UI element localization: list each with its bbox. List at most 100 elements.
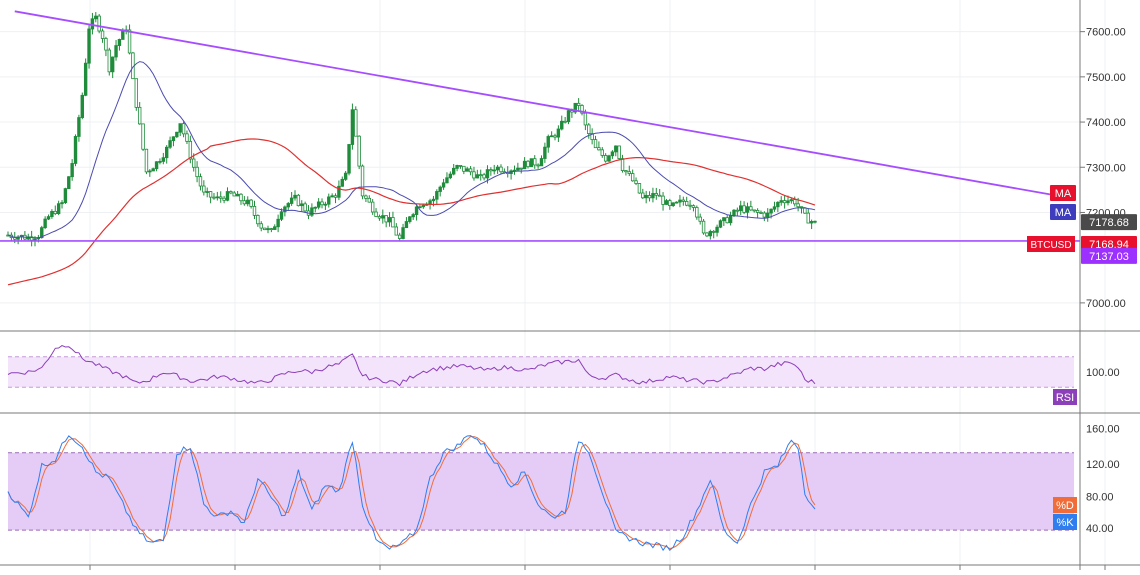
candle-body [350,109,355,145]
candle-body [772,206,777,210]
candle-body [769,208,773,214]
candle-body [239,193,243,202]
candle-body [46,216,51,220]
candle-body [634,180,638,184]
candle-body [522,160,527,170]
candle-body [485,169,490,179]
candle-body [70,163,74,178]
candle-body [370,201,375,213]
candle-body [202,185,206,193]
candle-body [580,105,584,114]
price-tick-label: 7500.00 [1086,72,1126,84]
candle-body [695,207,699,218]
support-price-badge-label: 7137.03 [1089,251,1129,263]
candle-body [519,167,523,170]
candle-body [188,140,193,160]
candle-body [354,109,358,137]
stoch-d-badge-label: %D [1056,500,1074,512]
candle-body [617,145,621,159]
candle-body [448,173,453,179]
candle-body [749,206,753,211]
candle-body [597,147,601,151]
candle-body [168,140,172,148]
candle-body [708,230,713,237]
candle-body [148,170,152,173]
candle-body [516,167,520,171]
candle-body [323,203,328,206]
candle-body [94,15,98,20]
candle-body [668,200,672,207]
candle-body [67,176,71,190]
candle-body [563,120,567,123]
ma-slow-badge [1050,185,1076,201]
candle-body [776,201,780,208]
candle-body [215,196,220,199]
candle-body [276,218,280,228]
candle-body [303,203,307,212]
candle-body [614,145,618,153]
ma-slow-line [7,138,816,286]
candle-body [803,207,807,214]
candle-body [87,28,91,64]
candle-body [661,195,665,205]
candle-body [192,158,196,168]
candle-body [401,227,405,239]
candle-body [499,166,503,173]
ma-fast-badge [1050,204,1076,220]
candle-body [701,220,706,234]
candle-body [813,220,817,223]
candle-body [445,177,449,184]
candle-body [114,45,118,58]
candle-body [647,195,652,199]
candle-body [296,194,301,207]
candle-body [641,192,645,199]
candle-body [73,136,78,164]
candle-body [573,102,577,113]
candle-body [549,135,554,138]
candle-body [566,110,571,123]
candle-body [465,168,469,172]
candle-body [752,209,756,212]
candle-body [705,232,709,237]
candle-body [117,39,122,46]
candle-body [327,196,331,205]
trend-line[interactable] [14,10,1051,196]
candle-body [273,226,277,230]
candle-body [229,191,233,194]
symbol-badge [1027,236,1075,252]
price-tick-label: 7300.00 [1086,162,1126,174]
candle-body [759,211,763,214]
price-tick-label: 7400.00 [1086,117,1126,129]
candle-body [722,217,726,222]
candle-body [384,215,388,223]
candle-body [712,230,716,233]
candle-body [269,228,274,230]
candle-body [293,194,297,199]
candle-body [374,211,378,217]
candle-body [414,206,419,215]
candle-body [583,112,588,126]
ma-fast-line [7,61,816,239]
candle-body [364,195,368,199]
candle-body [482,174,486,179]
candle-body [793,199,797,205]
stoch-k-line [7,435,816,552]
candle-body [83,62,88,96]
candle-body [40,227,44,238]
stoch-k-badge-label: %K [1056,517,1074,529]
candle-body [630,173,635,182]
candles [6,12,817,247]
candle-body [367,197,371,203]
candle-body [637,183,642,194]
candle-body [782,200,787,204]
candle-body [377,216,382,219]
candle-body [779,200,783,203]
candle-body [283,206,287,213]
candle-body [684,200,689,206]
support-price-badge [1081,247,1137,264]
candle-body [394,226,399,236]
candle-body [300,203,304,207]
candle-body [222,197,226,201]
